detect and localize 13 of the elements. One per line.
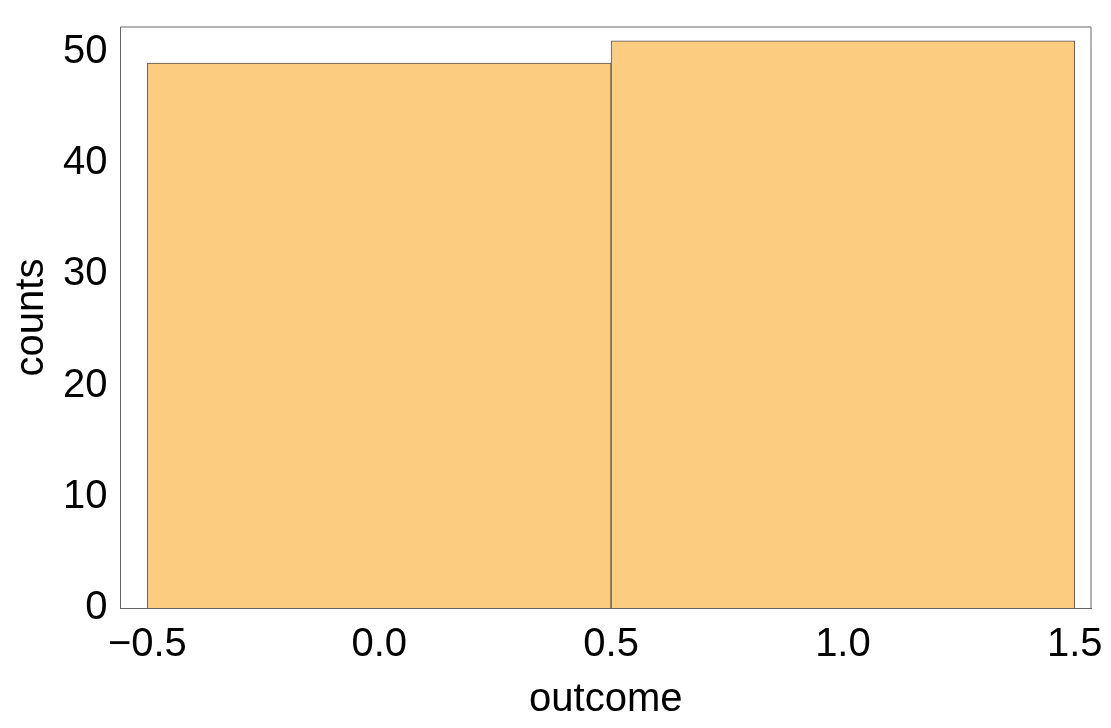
y-tick-label: 40: [62, 138, 108, 183]
x-axis-title: outcome: [529, 675, 683, 720]
x-tick-label: 0.0: [351, 620, 408, 665]
y-tick-label: 30: [62, 249, 108, 294]
x-tick-label: 1.5: [1046, 620, 1103, 665]
y-axis-title: counts: [7, 258, 52, 377]
x-tick-label: −0.5: [107, 620, 187, 665]
y-tick-label: 20: [62, 360, 108, 405]
y-tick-label: 0: [85, 583, 108, 628]
y-tick-label: 50: [62, 27, 108, 72]
y-tick-label: 10: [62, 471, 108, 516]
x-tick-label: 1.0: [815, 620, 871, 665]
x-tick-label: 0.5: [583, 620, 639, 665]
